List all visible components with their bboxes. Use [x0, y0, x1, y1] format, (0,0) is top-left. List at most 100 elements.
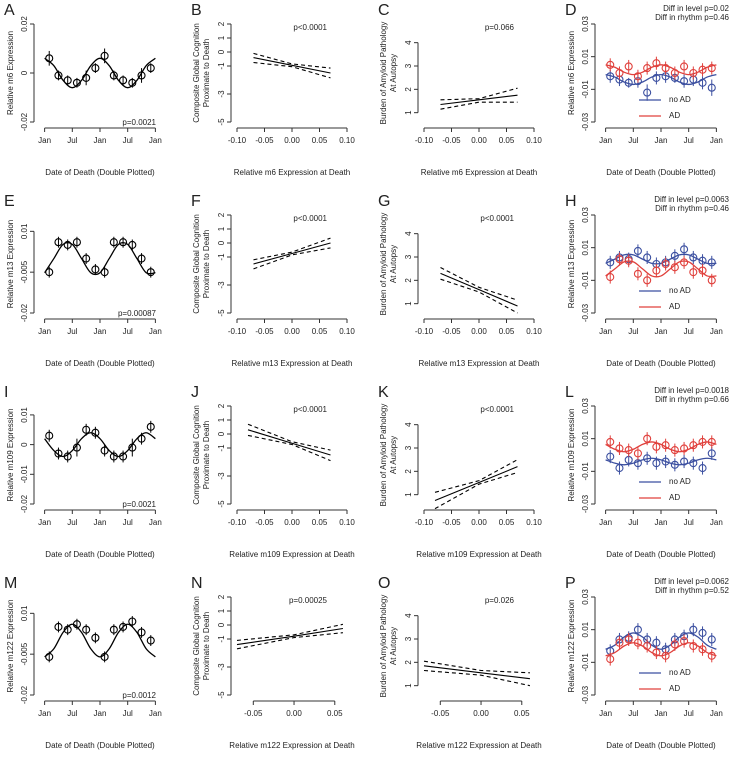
confidence-line — [236, 623, 344, 641]
point — [615, 68, 624, 78]
point — [119, 238, 128, 247]
y-tick-label: 3 — [404, 636, 413, 641]
y-axis-label: Relative m109 Expression — [6, 409, 15, 502]
y-tick-label: 2 — [404, 278, 413, 283]
point — [643, 454, 652, 463]
y-axis-label: At Autopsy — [389, 54, 398, 92]
point — [689, 253, 698, 262]
y-axis-label: At Autopsy — [389, 627, 398, 665]
x-tick-label: 0.00 — [284, 136, 300, 145]
point — [45, 268, 54, 277]
point — [137, 434, 146, 443]
panel: K 1 2 3 4 -0.10 -0.05 0.00 0.05 0.10 Relative m109… — [378, 384, 542, 559]
y-tick-label: 1 — [217, 226, 226, 231]
regression-line — [253, 242, 331, 265]
y-axis-label: Relative m13 Expression — [567, 220, 576, 308]
point — [72, 443, 81, 452]
fit-line — [44, 241, 156, 276]
y-axis-label: Proximate to Death — [202, 230, 211, 298]
y-axis-label: Proximate to Death — [202, 612, 211, 680]
x-tick-label: -0.10 — [228, 136, 247, 145]
point — [100, 446, 109, 455]
point — [698, 464, 707, 473]
panel: N -5 -3 -1 0 1 2 -0.05 0.00 0.05 Relative m122 Exp… — [191, 575, 355, 750]
point — [689, 641, 698, 651]
x-axis-label: Date of Death (Double Plotted) — [606, 168, 716, 177]
confidence-line — [440, 101, 518, 110]
x-tick-label: Jan — [655, 136, 668, 145]
panel-letter: P — [565, 575, 576, 592]
point — [680, 637, 689, 646]
y-tick-label: -1 — [217, 635, 226, 643]
point — [91, 265, 100, 274]
point — [689, 441, 698, 450]
y-tick-label: -5 — [217, 500, 226, 508]
y-tick-label: -0.02 — [20, 494, 29, 513]
x-tick-label: Jul — [628, 709, 638, 718]
y-tick-label: -0.03 — [581, 494, 590, 513]
x-tick-label: Jul — [123, 709, 133, 718]
x-axis-label: Relative m109 Expression at Death — [229, 550, 354, 559]
panel: P -0.03 -0.01 0.01 0.03 Jan Jul Jan Jul Jan Date o… — [565, 575, 730, 750]
annotation: Diff in level p=0.0063 — [654, 195, 729, 204]
fit-line — [605, 441, 717, 453]
regression-line — [247, 429, 331, 456]
x-axis-label: Date of Death (Double Plotted) — [606, 741, 716, 750]
x-tick-label: Jul — [628, 518, 638, 527]
x-tick-label: Jul — [123, 136, 133, 145]
x-tick-label: 0.05 — [499, 327, 515, 336]
y-axis-label: Relative m109 Expression — [567, 409, 576, 502]
point — [91, 633, 100, 642]
point — [643, 276, 652, 285]
point — [652, 266, 661, 275]
x-tick-label: Jan — [94, 136, 107, 145]
x-tick-label: -0.05 — [255, 518, 274, 527]
y-tick-label: 0 — [217, 49, 226, 54]
x-axis-label: Date of Death (Double Plotted) — [45, 550, 155, 559]
y-tick-label: -0.01 — [581, 653, 590, 672]
panel-letter: J — [191, 384, 199, 401]
x-tick-label: 0.00 — [284, 327, 300, 336]
y-tick-label: 0.01 — [20, 223, 29, 239]
y-tick-label: 2 — [217, 21, 226, 26]
point — [119, 622, 128, 631]
point — [633, 269, 642, 278]
panel: E -0.02 -0.005 0.01 Jan Jul Jan Jul Jan Date of D… — [4, 193, 162, 368]
point — [624, 256, 633, 265]
y-tick-label: -0.02 — [20, 112, 29, 131]
x-tick-label: 0.10 — [339, 136, 355, 145]
point — [633, 246, 642, 255]
confidence-line — [247, 423, 331, 451]
point — [63, 240, 72, 249]
point — [689, 625, 698, 634]
point — [82, 425, 91, 434]
confidence-line — [253, 52, 331, 69]
point — [137, 71, 146, 80]
point — [680, 457, 689, 466]
x-tick-label: Jan — [94, 709, 107, 718]
panel: I -0.02 -0.01 0 0.01 Jan Jul Jan Jul Jan Date of D… — [4, 384, 162, 559]
y-axis-label: Relative m13 Expression — [6, 220, 15, 308]
panel-letter: C — [378, 2, 390, 19]
panel-letter: H — [565, 193, 577, 210]
legend-label: AD — [669, 684, 680, 693]
x-tick-label: -0.05 — [442, 327, 461, 336]
regression-line — [423, 665, 530, 680]
annotation: Diff in rhythm p=0.46 — [655, 13, 729, 22]
point — [698, 437, 707, 446]
point — [109, 452, 118, 461]
panel-letter: I — [4, 384, 8, 401]
point — [128, 240, 137, 249]
y-tick-label: 3 — [404, 63, 413, 68]
x-tick-label: Jan — [94, 518, 107, 527]
y-axis-label: At Autopsy — [389, 245, 398, 283]
y-tick-label: 4 — [404, 422, 413, 427]
y-axis-label: Burden of Amyloid Pathology — [379, 595, 388, 698]
fit-line — [44, 57, 156, 89]
point — [670, 263, 679, 272]
y-axis-label: Burden of Amyloid Pathology — [379, 404, 388, 507]
regression-line — [434, 466, 518, 502]
point — [606, 273, 615, 282]
x-tick-label: Jan — [655, 327, 668, 336]
x-tick-label: Jan — [710, 327, 723, 336]
